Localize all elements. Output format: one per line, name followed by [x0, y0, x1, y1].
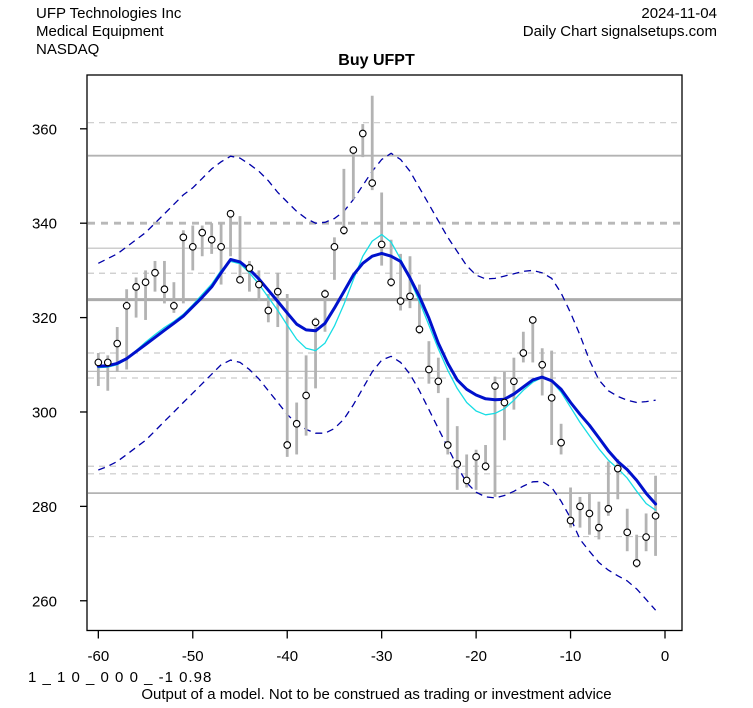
close-marker [472, 452, 480, 461]
chart-date: 2024-11-04 [641, 5, 717, 22]
x-tick-label: -10 [560, 648, 582, 665]
disclaimer-text: Output of a model. Not to be construed a… [141, 686, 612, 703]
chart-title: Buy UFPT [338, 52, 415, 69]
close-marker [604, 504, 613, 513]
fast-ma-cyan [97, 233, 657, 511]
close-marker [481, 462, 490, 471]
close-marker [179, 233, 188, 242]
close-marker [122, 301, 131, 310]
close-marker [236, 275, 244, 284]
close-marker [491, 382, 499, 390]
close-marker [500, 398, 509, 407]
x-tick-label: 0 [661, 648, 669, 665]
close-marker [349, 146, 358, 154]
close-marker [151, 268, 159, 277]
close-marker [217, 242, 225, 251]
close-marker [330, 242, 339, 251]
close-marker [188, 242, 197, 251]
close-marker [557, 438, 565, 447]
y-tick-label: 320 [32, 310, 57, 327]
close-marker [538, 360, 547, 369]
y-tick-label: 360 [32, 121, 57, 138]
close-marker [141, 278, 150, 287]
exchange-name: NASDAQ [36, 41, 100, 58]
close-marker [113, 339, 122, 348]
close-marker [623, 528, 632, 537]
lower-band-dashed [98, 355, 657, 611]
signal-ma-thick-blue [96, 251, 658, 506]
close-marker [613, 464, 622, 473]
x-tick-label: -40 [276, 648, 298, 665]
close-marker [387, 278, 395, 287]
close-marker [415, 325, 424, 334]
close-marker [103, 358, 112, 367]
close-marker [519, 349, 528, 357]
close-marker [396, 297, 405, 305]
close-marker [94, 358, 103, 367]
y-tick-label: 260 [32, 593, 57, 610]
close-marker [226, 209, 235, 218]
chart-source: Daily Chart signalsetups.com [522, 23, 717, 40]
close-marker [311, 318, 320, 327]
close-marker [358, 129, 367, 138]
company-name: UFP Technologies Inc [36, 5, 182, 22]
x-tick-label: -50 [182, 648, 204, 665]
close-marker [198, 228, 207, 237]
close-marker [292, 419, 301, 428]
close-marker [302, 391, 310, 400]
close-marker [170, 301, 178, 310]
close-marker [642, 533, 650, 541]
close-marker [340, 226, 348, 235]
upper-band-dashed [98, 152, 656, 404]
close-marker [132, 283, 140, 291]
close-marker [425, 365, 433, 374]
header-left-block: UFP Technologies Inc Medical Equipment N… [36, 5, 181, 59]
close-marker [566, 516, 575, 525]
close-marker [510, 377, 518, 386]
close-marker [453, 460, 462, 468]
y-tick-label: 300 [32, 404, 57, 421]
industry-name: Medical Equipment [36, 23, 164, 40]
close-marker [377, 240, 386, 249]
close-marker [321, 290, 329, 298]
close-marker [434, 377, 443, 386]
close-marker [368, 179, 377, 187]
close-marker [595, 523, 603, 532]
close-marker [273, 287, 282, 296]
y-tick-label: 280 [32, 499, 57, 516]
plot-frame [86, 74, 683, 632]
close-marker [576, 502, 584, 511]
close-marker [245, 264, 254, 272]
x-tick-label: -30 [371, 648, 393, 665]
close-marker [632, 559, 641, 567]
model-signal-code: 1 _ 1 0 _ 0 0 0 _ -1 0.98 [28, 669, 213, 686]
close-marker [585, 509, 594, 518]
y-tick-label: 340 [32, 216, 57, 233]
close-marker [207, 235, 216, 244]
x-tick-label: -20 [465, 648, 487, 665]
close-marker [255, 280, 263, 289]
close-marker [443, 441, 452, 449]
close-marker [283, 441, 292, 449]
close-marker [528, 316, 537, 324]
close-marker [651, 511, 660, 520]
close-marker [406, 292, 414, 301]
close-marker [547, 393, 556, 402]
close-marker [462, 476, 471, 485]
close-marker [160, 285, 169, 294]
close-marker [264, 306, 273, 315]
header-right-block: 2024-11-04 Daily Chart signalsetups.com [523, 5, 717, 41]
x-tick-label: -60 [87, 648, 109, 665]
